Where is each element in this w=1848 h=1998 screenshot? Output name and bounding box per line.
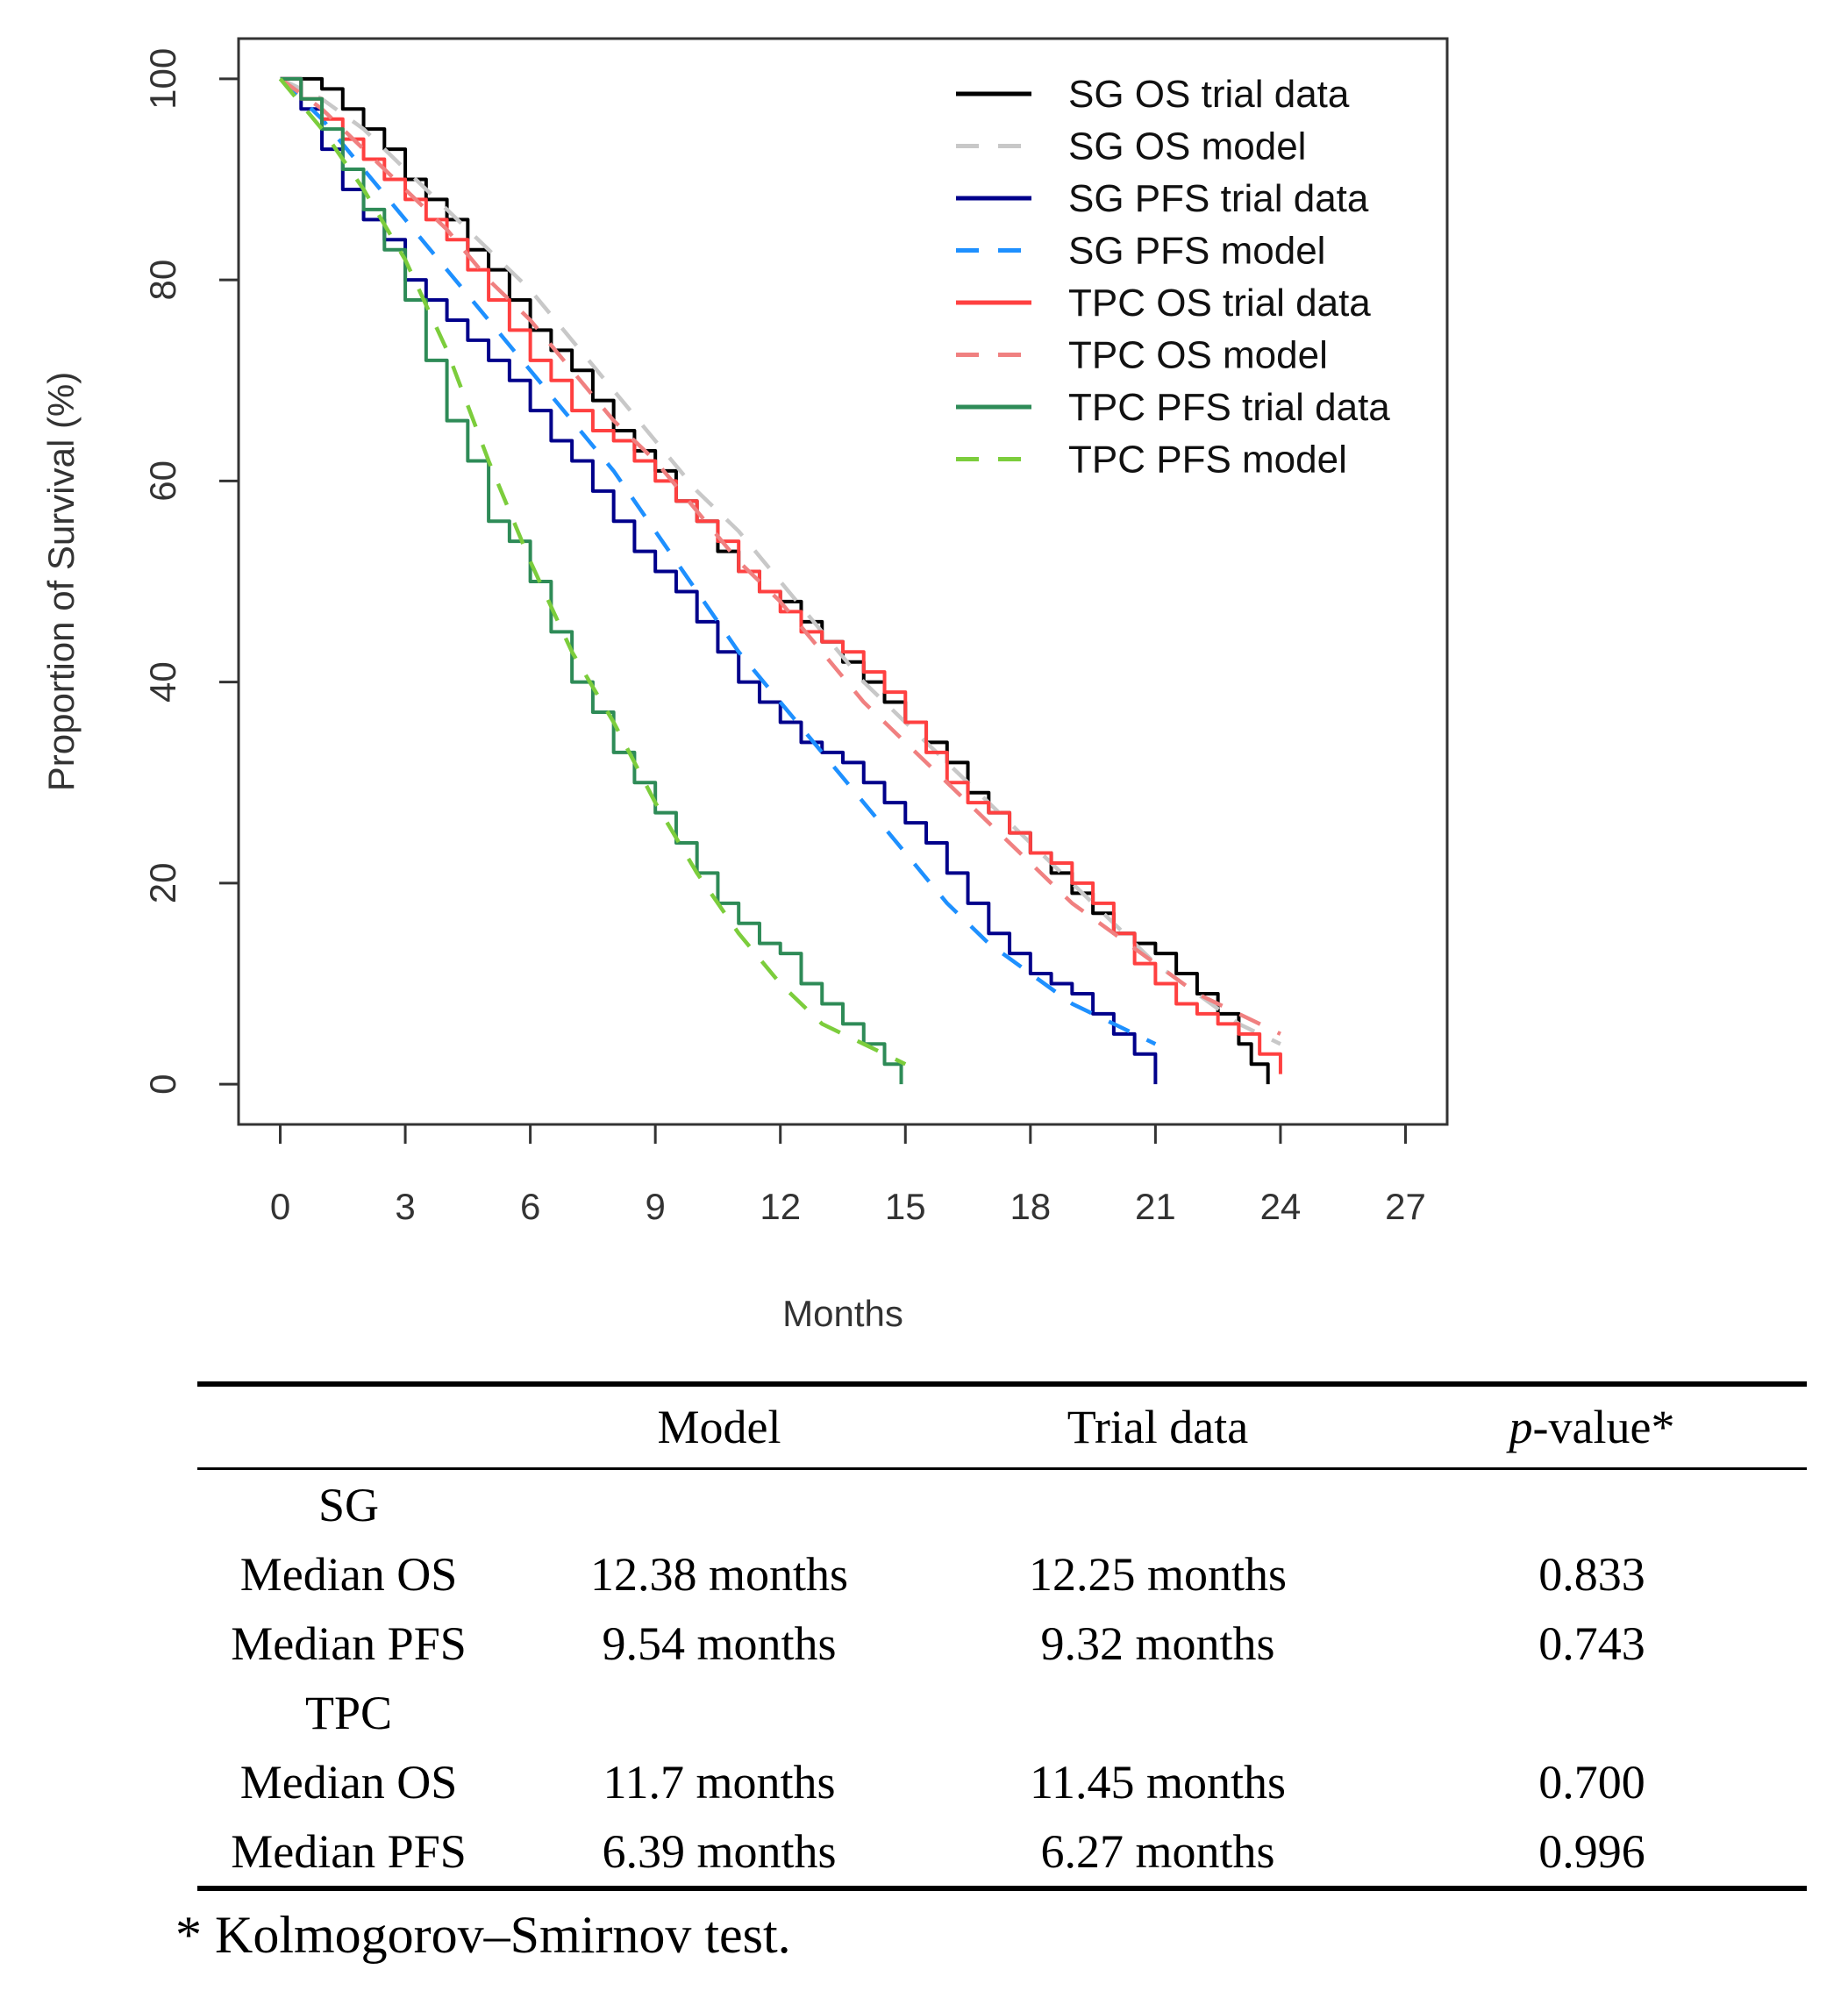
table-row: SG xyxy=(197,1469,1807,1540)
model-value xyxy=(500,1469,938,1540)
model-value: 11.7 months xyxy=(603,1755,836,1809)
trial-value: 6.27 months xyxy=(1040,1824,1275,1878)
survival-chart: 0 3 6 9 12 15 18 21 24 27 0 20 40 60 80 100 SG OS trial… xyxy=(40,37,1449,1334)
p-italic: p xyxy=(1509,1401,1533,1453)
series-line-3 xyxy=(278,77,1157,1046)
trial-value xyxy=(938,1469,1377,1540)
legend-label: SG PFS trial data xyxy=(1068,177,1369,220)
x-tick-label: 24 xyxy=(1260,1186,1302,1227)
table-row: Median PFS 9.54 months 9.32 months 0.743 xyxy=(197,1609,1807,1678)
table-row: Median OS 12.38 months 12.25 months 0.833 xyxy=(197,1539,1807,1609)
y-tick-label: 80 xyxy=(142,260,183,301)
axis-layer: 0 3 6 9 12 15 18 21 24 27 0 20 40 60 80 100 xyxy=(142,48,1426,1227)
x-axis-label: Months xyxy=(782,1293,903,1334)
y-tick-label: 40 xyxy=(142,661,183,703)
p-value: 0.833 xyxy=(1538,1547,1645,1601)
series-line-2 xyxy=(280,76,1158,1085)
x-tick-label: 6 xyxy=(520,1186,540,1227)
y-tick-label: 20 xyxy=(142,863,183,904)
p-value: 0.743 xyxy=(1538,1616,1645,1670)
legend-label: TPC OS trial data xyxy=(1068,282,1371,325)
legend-label: SG OS trial data xyxy=(1068,73,1350,116)
model-value xyxy=(500,1678,938,1747)
legend-label: SG OS model xyxy=(1068,125,1306,168)
y-tick-label: 100 xyxy=(142,48,183,110)
row-label: Median PFS xyxy=(231,1824,467,1878)
p-value xyxy=(1377,1678,1807,1747)
y-tick-label: 0 xyxy=(142,1074,183,1094)
table-row: TPC xyxy=(197,1678,1807,1747)
table-header-row: Model Trial data p-value* xyxy=(197,1384,1807,1469)
legend-label: SG PFS model xyxy=(1068,230,1325,273)
p-value: 0.996 xyxy=(1538,1824,1645,1878)
table-row: Median OS 11.7 months 11.45 months 0.700 xyxy=(197,1747,1807,1816)
row-label: Median OS xyxy=(239,1547,458,1601)
header-empty xyxy=(197,1384,500,1469)
series-line-7 xyxy=(278,77,907,1067)
x-tick-label: 3 xyxy=(395,1186,415,1227)
trial-value: 9.32 months xyxy=(1040,1616,1275,1670)
trial-value: 11.45 months xyxy=(1029,1755,1287,1809)
row-label: Median OS xyxy=(239,1755,458,1809)
x-tick-label: 9 xyxy=(645,1186,665,1227)
series-layer xyxy=(278,76,1282,1085)
legend-label: TPC OS model xyxy=(1068,334,1328,377)
median-summary-table: Model Trial data p-value* SG Median OS 12.… xyxy=(197,1381,1807,1891)
trial-value xyxy=(938,1678,1377,1747)
p-value-suffix: -value* xyxy=(1532,1401,1675,1453)
row-label: TPC xyxy=(304,1686,393,1739)
model-value: 9.54 months xyxy=(602,1616,837,1670)
x-tick-label: 0 xyxy=(270,1186,290,1227)
legend: SG OS trial data SG OS model SG PFS trial … xyxy=(956,73,1390,482)
header-p-value: p-value* xyxy=(1377,1384,1807,1469)
x-tick-label: 12 xyxy=(760,1186,801,1227)
header-trial-data: Trial data xyxy=(1067,1401,1249,1453)
series-line-4 xyxy=(280,76,1282,1074)
legend-label: TPC PFS model xyxy=(1068,439,1347,482)
y-tick-label: 60 xyxy=(142,460,183,502)
x-tick-label: 15 xyxy=(885,1186,926,1227)
x-tick-label: 27 xyxy=(1385,1186,1426,1227)
x-tick-label: 21 xyxy=(1135,1186,1176,1227)
series-line-6 xyxy=(280,76,903,1085)
model-value: 12.38 months xyxy=(589,1547,849,1601)
trial-value: 12.25 months xyxy=(1028,1547,1288,1601)
footnote: * Kolmogorov–Smirnov test. xyxy=(175,1906,791,1964)
p-value: 0.700 xyxy=(1538,1755,1645,1809)
table-row: Median PFS 6.39 months 6.27 months 0.996 xyxy=(197,1816,1807,1888)
y-axis-label: Proportion of Survival (%) xyxy=(40,372,82,792)
p-value xyxy=(1377,1469,1807,1540)
row-label: Median PFS xyxy=(231,1616,467,1670)
header-model: Model xyxy=(657,1401,781,1453)
x-tick-label: 18 xyxy=(1010,1186,1051,1227)
row-label: SG xyxy=(318,1478,380,1531)
legend-label: TPC PFS trial data xyxy=(1068,386,1390,429)
series-line-1 xyxy=(279,76,1281,1046)
series-line-5 xyxy=(279,77,1281,1036)
model-value: 6.39 months xyxy=(602,1824,837,1878)
